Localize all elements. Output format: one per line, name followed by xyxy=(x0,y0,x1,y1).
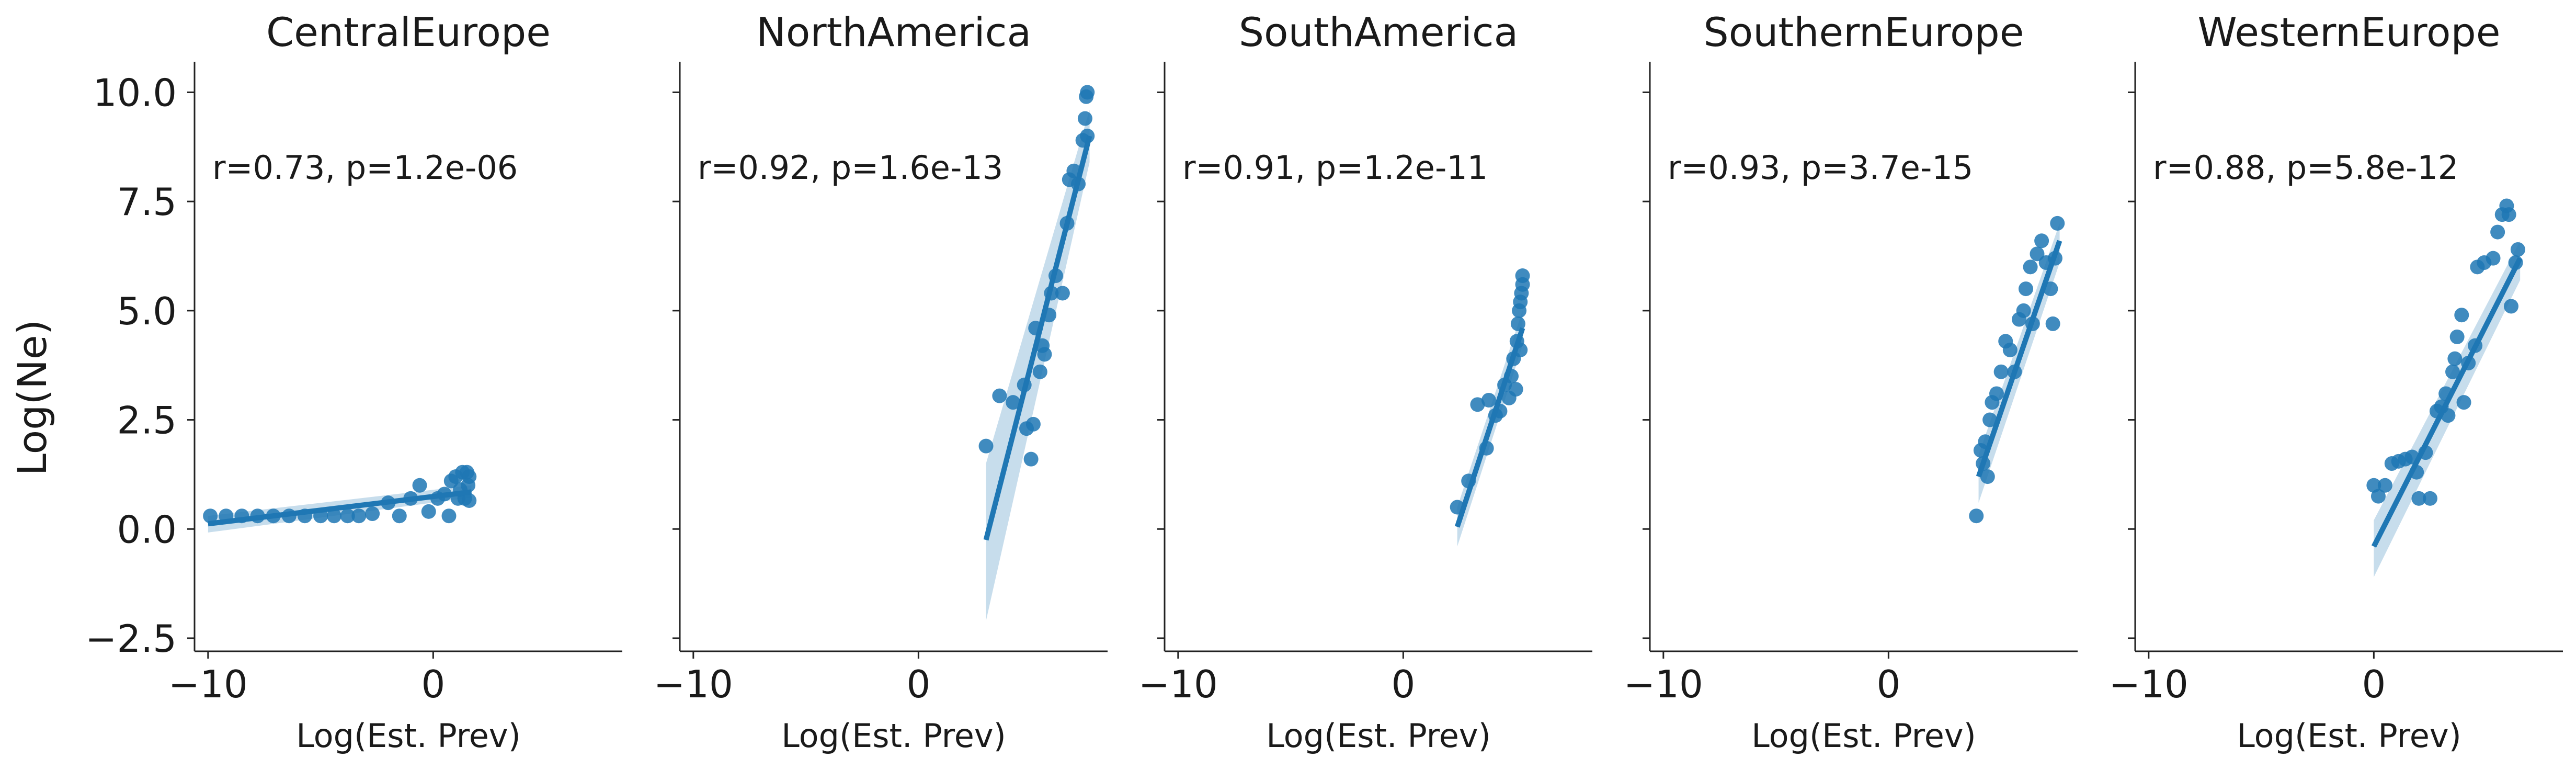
y-tick-label: 5.0 xyxy=(117,289,177,333)
x-tick-label: −10 xyxy=(654,662,733,706)
panel-title: SouthAmerica xyxy=(1239,9,1518,55)
data-point xyxy=(365,506,380,522)
data-point xyxy=(1989,386,2004,401)
y-tick-label: 7.5 xyxy=(117,180,177,224)
regression-line xyxy=(2371,257,2523,548)
data-point xyxy=(1023,451,1039,467)
data-point xyxy=(1481,392,1496,408)
data-point xyxy=(2445,364,2460,379)
regression-line xyxy=(983,135,1092,541)
panel-title: CentralEurope xyxy=(266,9,551,55)
data-point xyxy=(1025,416,1041,432)
data-point xyxy=(2447,351,2463,366)
data-point xyxy=(2370,489,2386,504)
x-axis-label: Log(Est. Prev) xyxy=(1266,717,1491,755)
data-point xyxy=(2034,233,2049,248)
data-point xyxy=(1080,85,1095,100)
data-point xyxy=(2411,491,2426,506)
y-tick-label: 0.0 xyxy=(117,507,177,551)
x-axis-label: Log(Est. Prev) xyxy=(2237,717,2461,755)
panel-southerneurope: SouthernEurope −10 0 Log(Est. Prev) r=0.93, … xyxy=(1624,9,2078,755)
panel-centraleurope: CentralEurope 10.0 7.5 5.0 2.5 0.0 −2.5−10 0 Log… xyxy=(85,9,622,755)
data-point xyxy=(441,508,457,524)
data-point xyxy=(2486,251,2501,266)
data-point xyxy=(992,388,1007,403)
data-point xyxy=(2454,308,2469,323)
panel-northamerica: NorthAmerica −10 0 Log(Est. Prev) r=0.92, p=… xyxy=(654,9,1108,755)
data-point xyxy=(2045,316,2060,331)
data-point xyxy=(421,504,436,519)
data-point xyxy=(392,508,407,524)
data-point xyxy=(326,508,341,524)
data-point xyxy=(412,478,427,493)
panel-title: NorthAmerica xyxy=(756,9,1031,55)
y-axis-label: Log(Ne) xyxy=(9,320,55,476)
panel-westerneurope: WesternEurope −10 0 Log(Est. Prev) r=0.88, p… xyxy=(2109,9,2563,755)
data-point xyxy=(1508,382,1523,397)
data-point xyxy=(1982,412,1998,427)
panel-title: WesternEurope xyxy=(2198,9,2501,55)
correlation-annotation: r=0.73, p=1.2e-06 xyxy=(212,149,518,187)
correlation-annotation: r=0.91, p=1.2e-11 xyxy=(1182,149,1488,187)
correlation-annotation: r=0.93, p=3.7e-15 xyxy=(1668,149,1973,187)
data-point xyxy=(2016,303,2031,318)
data-point xyxy=(1470,397,1485,412)
correlation-annotation: r=0.88, p=5.8e-12 xyxy=(2153,149,2458,187)
data-point xyxy=(1980,469,1995,484)
x-tick-label: −10 xyxy=(1624,662,1703,706)
data-point xyxy=(1077,111,1092,126)
y-tick-label: 10.0 xyxy=(93,71,177,115)
data-point xyxy=(2050,216,2065,231)
data-point xyxy=(1969,508,1984,524)
data-point xyxy=(2510,242,2525,257)
data-point xyxy=(1510,316,1525,331)
panel-southamerica: SouthAmerica −10 0 Log(Est. Prev) r=0.91, p=… xyxy=(1138,9,1592,755)
data-point xyxy=(2456,395,2471,410)
data-point xyxy=(1006,395,1021,410)
data-point xyxy=(351,508,367,524)
data-point xyxy=(1055,286,1070,301)
data-point xyxy=(2030,246,2045,262)
data-point xyxy=(978,438,994,454)
data-point xyxy=(340,508,355,524)
x-tick-label: −10 xyxy=(168,662,248,706)
x-tick-label: 0 xyxy=(2362,662,2386,706)
data-point xyxy=(2449,329,2465,344)
regression-line xyxy=(1454,327,1525,528)
data-point xyxy=(203,508,218,524)
x-tick-label: 0 xyxy=(906,662,930,706)
data-point xyxy=(1993,364,2009,379)
regression-line xyxy=(1976,240,2062,478)
x-tick-label: −10 xyxy=(1138,662,1218,706)
data-point xyxy=(1032,364,1047,379)
x-axis-label: Log(Est. Prev) xyxy=(1751,717,1976,755)
y-tick-label: −2.5 xyxy=(85,617,177,661)
data-point xyxy=(2422,491,2437,506)
regression-line xyxy=(208,489,472,527)
x-axis-label: Log(Est. Prev) xyxy=(296,717,521,755)
data-point xyxy=(2023,259,2038,275)
correlation-annotation: r=0.92, p=1.6e-13 xyxy=(698,149,1003,187)
x-tick-label: 0 xyxy=(1391,662,1415,706)
data-point xyxy=(1037,347,1052,362)
data-point xyxy=(1515,268,1530,284)
data-point xyxy=(2377,478,2392,493)
x-axis-label: Log(Est. Prev) xyxy=(781,717,1006,755)
data-point xyxy=(462,493,477,508)
data-point xyxy=(2501,207,2516,222)
data-point xyxy=(2018,281,2033,297)
x-tick-label: 0 xyxy=(1876,662,1900,706)
data-point xyxy=(462,469,477,484)
x-tick-label: 0 xyxy=(421,662,445,706)
y-tick-label: 2.5 xyxy=(117,399,177,443)
data-point xyxy=(2503,299,2518,314)
data-point xyxy=(2002,342,2018,357)
x-tick-label: −10 xyxy=(2109,662,2189,706)
panel-title: SouthernEurope xyxy=(1704,9,2024,55)
data-point xyxy=(2490,224,2505,240)
